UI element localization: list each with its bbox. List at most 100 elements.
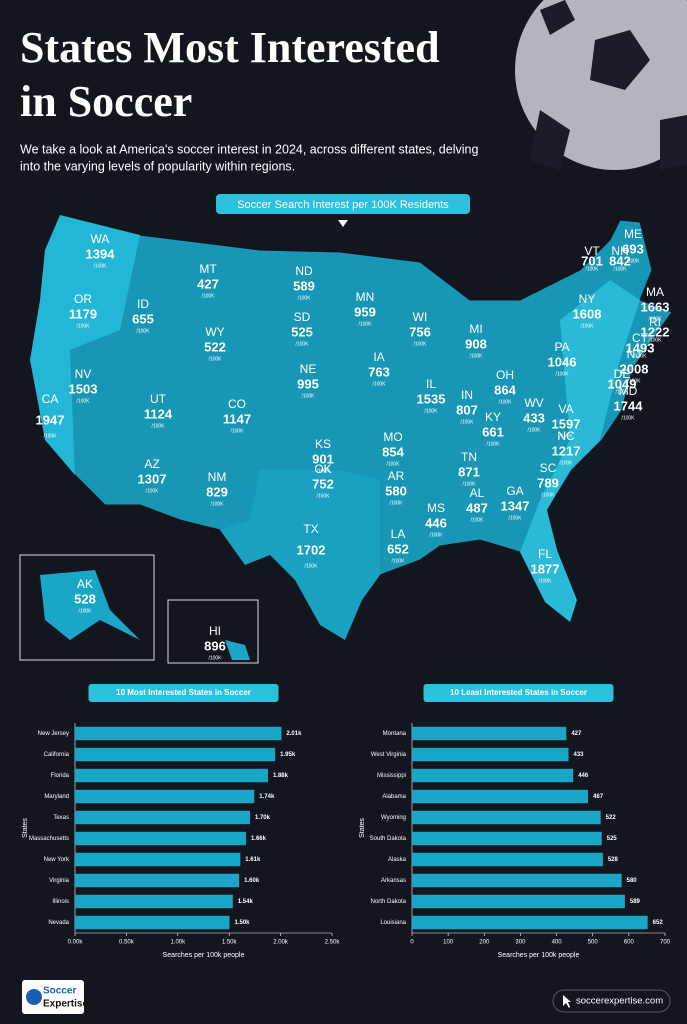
title: in Soccer	[20, 77, 192, 126]
state-abbr: NC	[557, 429, 575, 443]
y-tick-label: New York	[44, 857, 70, 863]
y-tick-label: California	[44, 752, 70, 758]
state-abbr: PA	[554, 340, 569, 354]
bar	[75, 726, 282, 741]
state-value: 807	[456, 402, 478, 417]
y-tick-label: Mississippi	[377, 773, 406, 779]
value-label: 427	[571, 731, 582, 737]
y-tick-label: Nevada	[48, 920, 69, 926]
east-region	[520, 280, 640, 622]
state-value: 1744	[614, 398, 644, 413]
y-tick-label: South Dakota	[370, 836, 407, 842]
value-label: 522	[606, 815, 617, 821]
state-abbr: CT	[632, 331, 649, 345]
state-unit: /100K	[304, 564, 318, 570]
state-unit: /100K	[358, 321, 372, 327]
west-region	[30, 215, 140, 475]
state-value: 1147	[223, 411, 251, 426]
state-unit: /100K	[469, 353, 483, 359]
state-unit: /100K	[210, 501, 224, 507]
state-value: 908	[465, 336, 487, 351]
state-value: 1217	[552, 443, 581, 458]
state-value: 522	[204, 339, 226, 354]
value-label: 487	[593, 794, 604, 800]
alaska-box	[19, 554, 155, 661]
state-unit: /100K	[559, 460, 573, 466]
state-abbr: OK	[314, 462, 331, 476]
state-unit: /100K	[508, 515, 522, 521]
state-value: 854	[382, 444, 404, 459]
state-abbr: NY	[579, 292, 596, 306]
value-label: 2.01k	[286, 731, 302, 737]
value-label: 525	[607, 836, 618, 842]
state-abbr: KS	[315, 437, 331, 451]
chart-title-pill	[423, 684, 614, 702]
state-value: 1877	[531, 561, 560, 576]
bar	[75, 789, 255, 804]
state-unit: /100K	[230, 428, 244, 434]
y-tick-label: Wyoming	[381, 815, 406, 821]
state-abbr: OH	[496, 368, 514, 382]
state-value: 1503	[69, 381, 98, 396]
y-tick-label: New Jersey	[38, 731, 69, 737]
y-tick-label: Virginia	[49, 878, 70, 884]
value-label: 1.66k	[251, 836, 267, 842]
state-unit: /100K	[301, 393, 315, 399]
bar	[412, 873, 622, 888]
charts: 10 Most Interested States in Soccer 0.00k…	[22, 684, 671, 959]
state-value: 1347	[501, 498, 530, 513]
value-label: 1.88k	[273, 773, 289, 779]
state-abbr: HI	[209, 624, 221, 638]
state-value: 959	[354, 304, 376, 319]
state-abbr: TN	[461, 450, 477, 464]
value-label: 1.95k	[280, 752, 296, 758]
bar	[75, 747, 276, 762]
value-label: 652	[653, 920, 664, 926]
bar	[412, 789, 589, 804]
y-tick-label: Louisiana	[380, 920, 406, 926]
state-value: 1493	[626, 340, 655, 355]
x-tick-label: 500	[588, 940, 599, 946]
state-value: 528	[74, 591, 96, 606]
x-tick-label: 2.50k	[325, 940, 341, 946]
state-value: 661	[482, 424, 504, 439]
state-abbr: GA	[506, 484, 523, 498]
state-abbr: SC	[540, 461, 557, 475]
state-abbr: MN	[356, 290, 375, 304]
bar	[412, 768, 574, 783]
state-unit: /100K	[585, 266, 599, 272]
chart-title-pill	[88, 684, 279, 702]
state-value: 701	[581, 253, 603, 268]
subtitle: We take a look at America's soccer inter…	[20, 142, 478, 156]
state-unit: /100K	[208, 356, 222, 362]
website-pill	[552, 989, 671, 1013]
state-abbr: ME	[624, 227, 642, 241]
state-value: 1608	[573, 306, 602, 321]
state-unit: /100K	[538, 578, 552, 584]
bar	[75, 915, 230, 930]
state-unit: /100K	[389, 500, 403, 506]
x-tick-label: 1.50k	[222, 940, 238, 946]
y-axis-label: States	[359, 818, 366, 838]
state-abbr: CO	[228, 397, 246, 411]
state-value: 1535	[417, 391, 446, 406]
state-value: 1046	[548, 354, 577, 369]
state-unit: /100K	[470, 517, 484, 523]
state-value: 789	[537, 475, 559, 490]
state-unit: /100K	[76, 398, 90, 404]
bar	[412, 852, 603, 867]
state-abbr: VT	[584, 244, 600, 258]
state-value: 901	[312, 451, 334, 466]
cursor-icon	[563, 995, 571, 1008]
x-tick-label: 700	[660, 940, 671, 946]
y-tick-label: Alaska	[388, 857, 407, 863]
y-tick-label: Texas	[53, 815, 69, 821]
state-unit: /100K	[627, 378, 641, 384]
state-unit: /100K	[78, 608, 92, 614]
y-tick-label: Maryland	[44, 794, 69, 800]
state-abbr: WV	[524, 396, 543, 410]
state-value: 1663	[641, 299, 670, 314]
y-tick-label: West Virginia	[371, 752, 407, 758]
state-value: 1702	[297, 542, 326, 557]
state-unit: /100K	[295, 341, 309, 347]
